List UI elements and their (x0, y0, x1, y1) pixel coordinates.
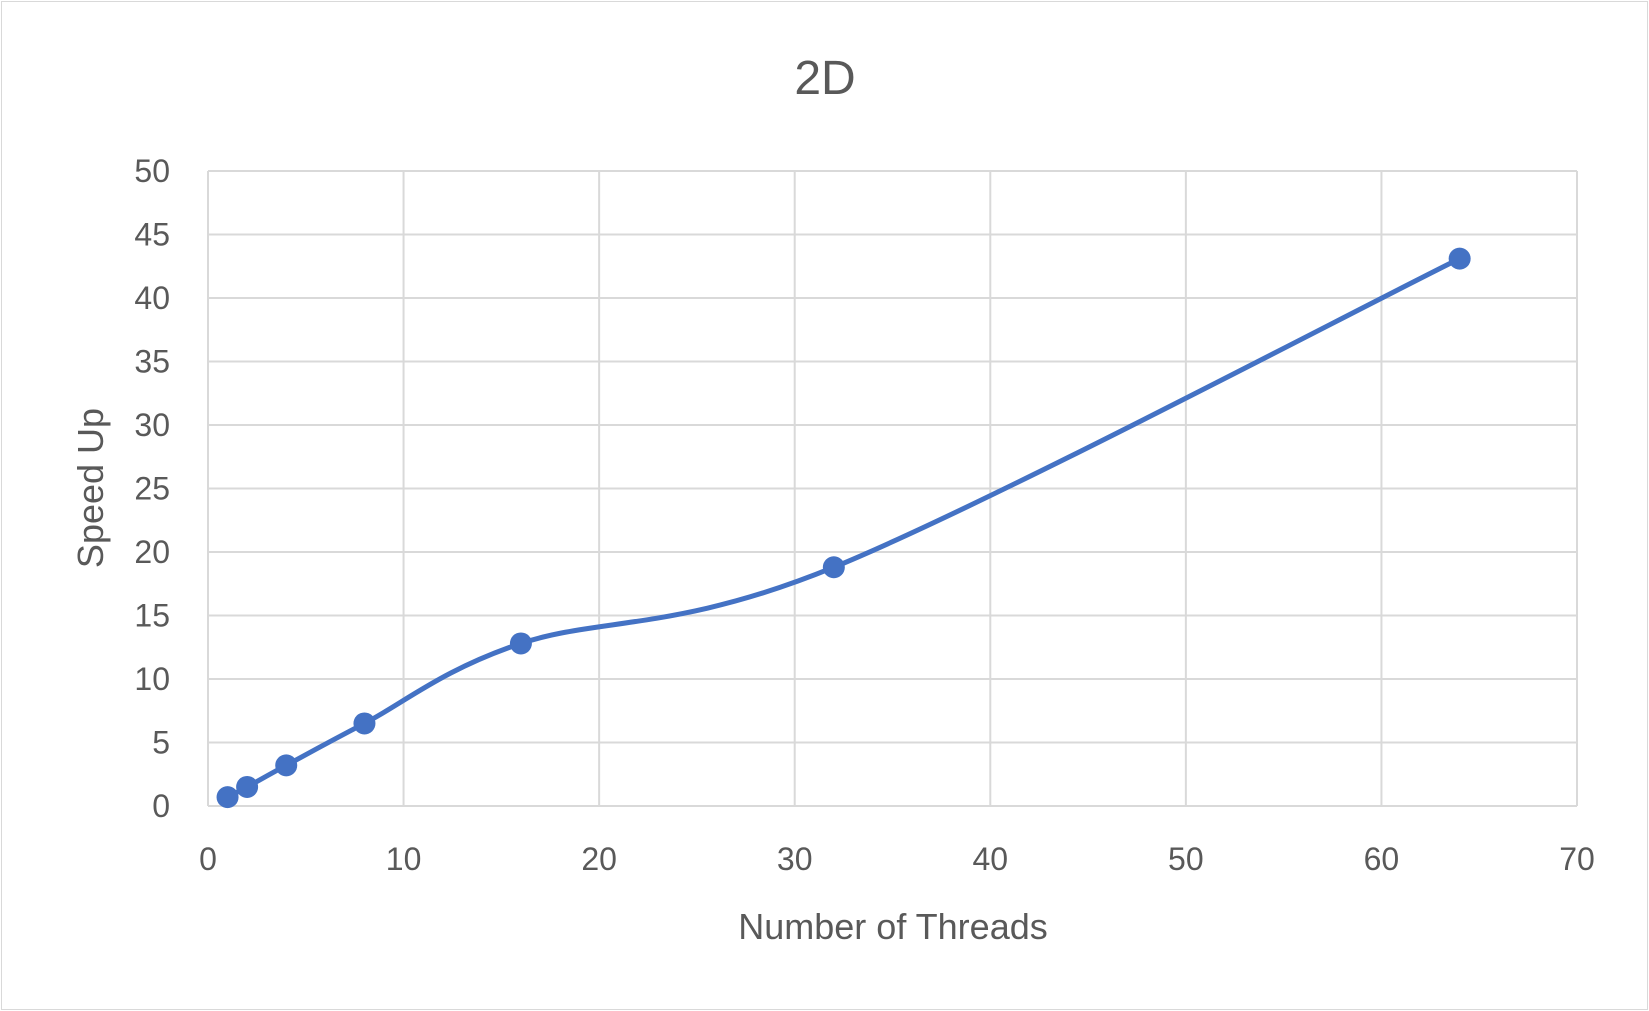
series-line (225, 256, 1463, 800)
x-tick-label: 70 (1559, 841, 1595, 877)
data-point (216, 786, 239, 809)
x-tick-label: 40 (972, 841, 1008, 877)
data-point (1448, 247, 1471, 270)
data-point (353, 712, 376, 735)
data-point (822, 556, 845, 579)
y-tick-label: 25 (134, 471, 170, 507)
y-tick-label: 5 (152, 725, 170, 761)
y-axis-ticks: 0 5 10 15 20 25 30 35 40 45 50 (134, 153, 170, 824)
x-tick-label: 0 (199, 841, 217, 877)
x-tick-label: 10 (386, 841, 422, 877)
y-tick-label: 0 (152, 788, 170, 824)
y-tick-label: 15 (134, 598, 170, 634)
data-point (236, 775, 259, 798)
y-tick-label: 20 (134, 534, 170, 570)
chart-title: 2D (794, 52, 855, 105)
y-tick-label: 40 (134, 280, 170, 316)
x-tick-label: 30 (777, 841, 813, 877)
x-tick-label: 50 (1168, 841, 1204, 877)
data-point (275, 754, 298, 777)
y-tick-label: 45 (134, 217, 170, 253)
y-tick-label: 35 (134, 344, 170, 380)
y-tick-label: 50 (134, 153, 170, 189)
x-tick-label: 20 (581, 841, 617, 877)
x-axis-ticks: 0 10 20 30 40 50 60 70 (199, 841, 1595, 877)
y-axis-title: Speed Up (70, 408, 111, 568)
y-tick-label: 10 (134, 661, 170, 697)
y-tick-label: 30 (134, 407, 170, 443)
series-layer (216, 247, 1471, 809)
x-axis-title: Number of Threads (738, 906, 1047, 947)
x-tick-label: 60 (1364, 841, 1400, 877)
gridlines (207, 170, 1578, 807)
data-point (509, 632, 532, 655)
